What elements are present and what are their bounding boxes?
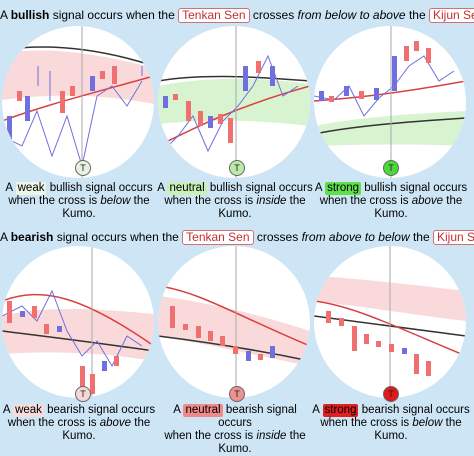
bearish-word: bearish [10, 230, 54, 244]
strong-chip: strong [325, 182, 362, 195]
tenkan-sen-tag-2: Tenkan Sen [182, 230, 254, 245]
t-marker-bearish-neutral: T [229, 386, 245, 402]
bearish-weak-chart [2, 246, 154, 398]
bullish-neutral-chart [158, 26, 310, 178]
weak-chip-bearish: weak [13, 404, 44, 417]
t-marker-bullish-neutral: T [229, 160, 245, 176]
neutral-chip: neutral [167, 182, 207, 195]
kijun-sen-tag: Kijun Sen [428, 8, 474, 23]
bullish-strong-caption: A strong bullish signal occurs when the … [314, 182, 468, 220]
t-marker-bullish-strong: T [383, 160, 399, 176]
neutral-chip-bearish: neutral [183, 404, 223, 417]
bearish-headline: A bearish signal occurs when the Tenkan … [0, 229, 474, 245]
strong-chip-bearish: strong [322, 404, 359, 417]
bullish-word: bullish [10, 8, 50, 22]
kijun-sen-tag-2: Kijun Sen [433, 230, 474, 245]
t-marker-bullish-weak: T [75, 160, 91, 176]
tenkan-sen-tag: Tenkan Sen [178, 8, 250, 23]
bullish-weak-caption: A weak bullish signal occurs when the cr… [5, 182, 153, 220]
bearish-strong-chart [314, 246, 466, 398]
bearish-strong-caption: A strong bearish signal occurs when the … [312, 404, 470, 442]
bearish-weak-caption: A weak bearish signal occurs when the cr… [2, 404, 156, 442]
bullish-strong-chart [314, 26, 466, 178]
bearish-neutral-caption: A neutral bearish signal occurs when the… [164, 404, 306, 455]
bearish-neutral-chart [158, 246, 310, 398]
weak-chip: weak [15, 182, 47, 195]
bullish-weak-chart [2, 26, 154, 178]
t-marker-bearish-weak: T [75, 386, 91, 402]
bullish-headline: A bullish signal occurs when the Tenkan … [0, 7, 474, 23]
bullish-neutral-caption: A neutral bullish signal occurs when the… [157, 182, 313, 220]
t-marker-bearish-strong: T [383, 386, 399, 402]
